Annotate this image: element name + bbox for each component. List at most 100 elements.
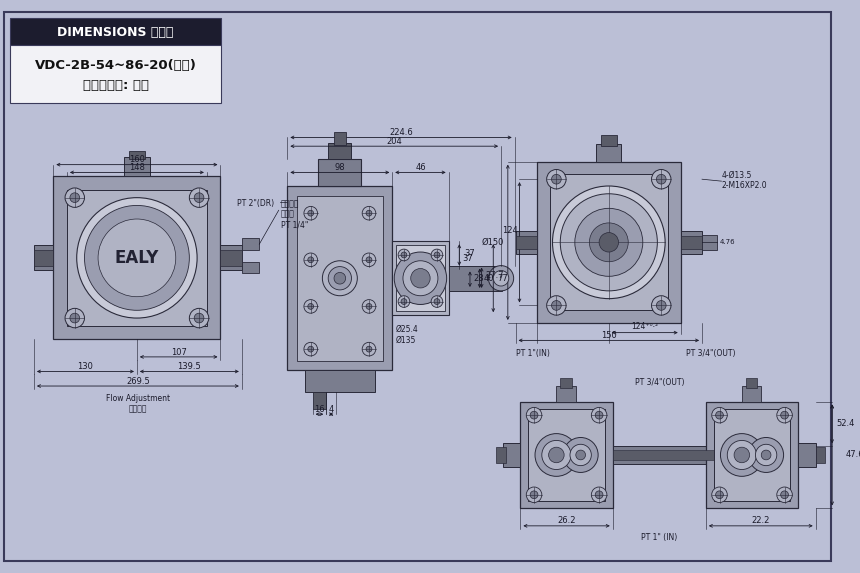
Text: 46: 46 <box>415 163 426 172</box>
Bar <box>9 18 221 45</box>
Text: 52.4: 52.4 <box>836 419 854 429</box>
Bar <box>220 245 242 270</box>
Circle shape <box>595 491 603 499</box>
Circle shape <box>304 342 317 356</box>
Bar <box>680 231 702 254</box>
Bar <box>556 386 576 402</box>
Circle shape <box>494 270 509 286</box>
Circle shape <box>329 266 352 290</box>
Circle shape <box>574 209 642 276</box>
Circle shape <box>65 308 84 328</box>
Circle shape <box>530 411 538 419</box>
Circle shape <box>551 301 562 311</box>
Text: 107: 107 <box>171 348 187 356</box>
Circle shape <box>547 296 566 315</box>
Bar <box>242 238 259 250</box>
Bar <box>520 402 612 508</box>
Bar <box>550 174 668 311</box>
Circle shape <box>599 233 618 252</box>
Circle shape <box>761 450 771 460</box>
Circle shape <box>656 174 667 184</box>
Circle shape <box>308 257 314 262</box>
Bar <box>329 143 352 159</box>
Bar <box>612 450 723 460</box>
Circle shape <box>570 444 592 466</box>
Text: 124: 124 <box>501 226 518 235</box>
Circle shape <box>98 219 175 297</box>
Bar <box>516 231 537 254</box>
Bar <box>815 447 826 463</box>
Circle shape <box>431 249 443 261</box>
Text: PT 3/4"(OUT): PT 3/4"(OUT) <box>635 378 684 387</box>
Bar <box>612 446 723 464</box>
Bar <box>560 378 572 388</box>
Circle shape <box>712 407 728 423</box>
Bar <box>334 132 346 145</box>
Circle shape <box>431 296 443 307</box>
Circle shape <box>589 223 629 262</box>
Circle shape <box>366 304 372 309</box>
Circle shape <box>716 491 723 499</box>
Circle shape <box>547 170 566 189</box>
Text: 139.5: 139.5 <box>177 362 201 371</box>
Text: 204: 204 <box>386 137 402 146</box>
Circle shape <box>398 249 409 261</box>
Bar <box>746 378 758 388</box>
Circle shape <box>488 266 513 291</box>
Circle shape <box>734 447 750 463</box>
Bar <box>503 444 520 466</box>
Bar <box>34 250 53 266</box>
Bar <box>125 157 150 176</box>
Bar <box>67 190 206 326</box>
Circle shape <box>308 346 314 352</box>
Circle shape <box>535 434 578 476</box>
Circle shape <box>777 487 792 503</box>
Circle shape <box>304 206 317 220</box>
Circle shape <box>781 411 789 419</box>
Text: 出入口法蘭: 選配: 出入口法蘭: 選配 <box>83 80 149 92</box>
Text: 148: 148 <box>129 163 144 172</box>
Text: 130: 130 <box>77 362 94 371</box>
Text: 37: 37 <box>464 249 475 258</box>
Circle shape <box>366 257 372 262</box>
Text: 98: 98 <box>335 163 345 172</box>
Text: 37: 37 <box>462 254 473 264</box>
Circle shape <box>530 491 538 499</box>
Circle shape <box>362 342 376 356</box>
Circle shape <box>549 447 564 463</box>
Bar <box>706 402 798 508</box>
Text: PT 1" (IN): PT 1" (IN) <box>642 533 678 542</box>
Bar <box>392 241 449 315</box>
Text: 4: 4 <box>329 405 334 414</box>
Circle shape <box>362 253 376 266</box>
Text: 27.7: 27.7 <box>486 271 504 280</box>
Bar <box>601 135 617 146</box>
Bar <box>305 371 375 392</box>
Text: 40: 40 <box>483 274 494 282</box>
Bar <box>798 444 815 466</box>
Text: 269.5: 269.5 <box>126 376 150 386</box>
Text: DIMENSIONS 尺寸圖: DIMENSIONS 尺寸圖 <box>58 26 174 39</box>
Circle shape <box>434 252 439 258</box>
Text: 流量調整: 流量調整 <box>129 404 147 413</box>
Circle shape <box>398 296 409 307</box>
Text: 2-M16XP2.0: 2-M16XP2.0 <box>722 180 767 190</box>
Circle shape <box>322 261 357 296</box>
Text: 77: 77 <box>497 274 508 282</box>
Bar <box>287 186 392 371</box>
Text: 28: 28 <box>474 274 484 282</box>
Circle shape <box>65 188 84 207</box>
Text: 4-Ø13.5: 4-Ø13.5 <box>722 171 752 180</box>
Text: EALY: EALY <box>114 249 159 267</box>
Circle shape <box>394 252 446 304</box>
Bar <box>680 236 702 249</box>
Circle shape <box>403 261 438 296</box>
Circle shape <box>712 487 728 503</box>
Bar <box>596 144 622 162</box>
Circle shape <box>362 300 376 313</box>
Bar <box>297 196 383 361</box>
Circle shape <box>560 194 657 291</box>
Circle shape <box>411 269 430 288</box>
Circle shape <box>84 206 189 311</box>
Circle shape <box>755 444 777 466</box>
